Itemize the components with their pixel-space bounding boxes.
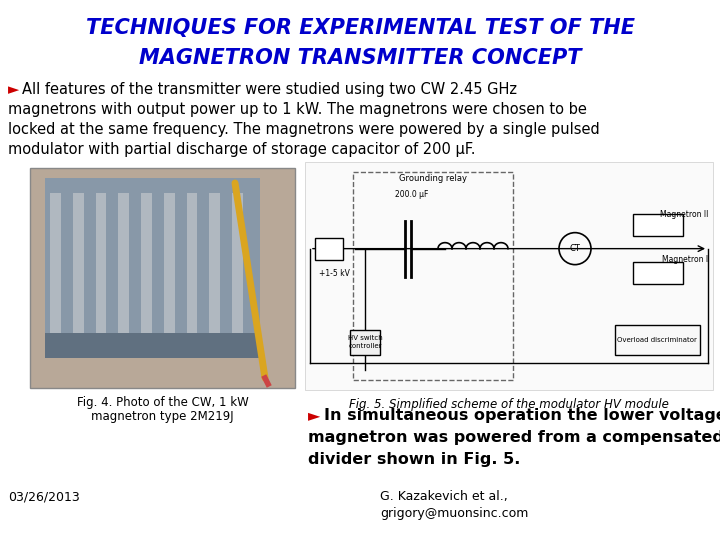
Text: locked at the same frequency. The magnetrons were powered by a single pulsed: locked at the same frequency. The magnet… xyxy=(8,122,600,137)
Bar xyxy=(615,325,700,355)
Bar xyxy=(210,193,220,338)
Bar xyxy=(164,193,175,338)
Bar xyxy=(45,333,260,358)
Text: MAGNETRON TRANSMITTER CONCEPT: MAGNETRON TRANSMITTER CONCEPT xyxy=(139,48,581,68)
Text: Overload discriminator: Overload discriminator xyxy=(617,337,697,343)
Bar xyxy=(96,193,107,338)
Bar xyxy=(353,172,513,380)
Bar xyxy=(633,262,683,284)
Text: divider shown in Fig. 5.: divider shown in Fig. 5. xyxy=(308,452,521,467)
Text: 03/26/2013: 03/26/2013 xyxy=(8,490,80,503)
Text: ►: ► xyxy=(8,82,19,97)
Bar xyxy=(73,193,84,338)
Text: HV switch
controller: HV switch controller xyxy=(348,335,382,348)
Text: G. Kazakevich et al.,: G. Kazakevich et al., xyxy=(380,490,508,503)
Text: All features of the transmitter were studied using two CW 2.45 GHz: All features of the transmitter were stu… xyxy=(22,82,517,97)
Text: 200.0 μF: 200.0 μF xyxy=(395,190,428,199)
Text: magnetron type 2M219J: magnetron type 2M219J xyxy=(91,410,234,423)
Text: Magnetron I: Magnetron I xyxy=(662,255,708,264)
Text: grigory@muonsinc.com: grigory@muonsinc.com xyxy=(380,507,528,520)
Bar xyxy=(305,162,713,390)
Text: Fig. 5. Simplified scheme of the modulator HV module: Fig. 5. Simplified scheme of the modulat… xyxy=(349,398,669,411)
Bar xyxy=(30,168,295,388)
Bar xyxy=(45,178,260,358)
Bar xyxy=(186,193,197,338)
Text: CT: CT xyxy=(570,244,580,253)
Bar xyxy=(141,193,152,338)
Bar xyxy=(633,214,683,235)
Text: Grounding relay: Grounding relay xyxy=(399,174,467,183)
Bar xyxy=(350,330,380,355)
Text: Magnetron II: Magnetron II xyxy=(660,210,708,219)
Bar xyxy=(50,193,60,338)
Text: Fig. 4. Photo of the CW, 1 kW: Fig. 4. Photo of the CW, 1 kW xyxy=(76,396,248,409)
Bar xyxy=(118,193,129,338)
Text: TECHNIQUES FOR EXPERIMENTAL TEST OF THE: TECHNIQUES FOR EXPERIMENTAL TEST OF THE xyxy=(86,18,634,38)
Text: magnetron was powered from a compensated: magnetron was powered from a compensated xyxy=(308,430,720,445)
Text: modulator with partial discharge of storage capacitor of 200 μF.: modulator with partial discharge of stor… xyxy=(8,142,475,157)
Bar xyxy=(315,238,343,260)
Text: ►: ► xyxy=(308,408,320,423)
Text: +1-5 kV: +1-5 kV xyxy=(319,268,350,278)
Text: In simultaneous operation the lower voltage: In simultaneous operation the lower volt… xyxy=(324,408,720,423)
Text: magnetrons with output power up to 1 kW. The magnetrons were chosen to be: magnetrons with output power up to 1 kW.… xyxy=(8,102,587,117)
Bar xyxy=(233,193,243,338)
